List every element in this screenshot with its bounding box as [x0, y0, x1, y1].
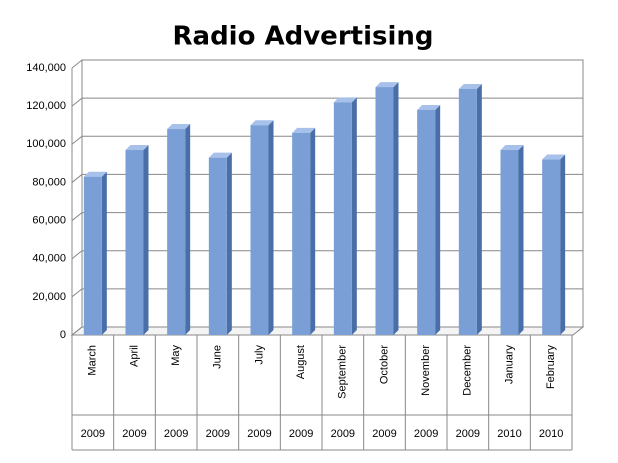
grid-line [71, 288, 583, 298]
y-tick-label: 20,000 [32, 291, 66, 303]
x-tick-label: September [337, 345, 349, 399]
x-tick-label: December [462, 345, 474, 396]
bar-top [83, 171, 107, 177]
y-tick-label: 100,000 [26, 138, 66, 150]
x-tick-label: January [503, 345, 515, 385]
x-group-label: 2009 [372, 428, 396, 440]
x-tick-label: August [295, 345, 307, 379]
bar-side [435, 104, 441, 335]
bar-side [351, 97, 357, 335]
bar [458, 88, 477, 335]
x-group-label: 2010 [539, 428, 563, 440]
bar-side [268, 120, 274, 335]
bar-top [542, 154, 566, 160]
bar-top [375, 82, 399, 88]
bar [500, 150, 519, 335]
x-group-label: 2009 [206, 428, 230, 440]
bar-top [333, 97, 357, 103]
bar-top [292, 127, 316, 133]
x-group-label: 2009 [81, 428, 105, 440]
grid-line [71, 135, 583, 145]
grid-line [71, 173, 583, 183]
bar-side [101, 171, 107, 335]
x-tick-label: May [170, 345, 182, 366]
bar-side [185, 124, 191, 336]
bar [375, 87, 394, 335]
x-tick-label: November [420, 345, 432, 396]
chart-title: Radio Advertising [173, 22, 434, 52]
y-tick-label: 60,000 [32, 214, 66, 226]
bar-side [310, 127, 316, 335]
bar [125, 150, 144, 335]
bar-top [167, 124, 191, 130]
y-tick-label: 120,000 [26, 100, 66, 112]
bar-top [500, 145, 524, 151]
bar [208, 157, 227, 335]
bar-side [518, 145, 524, 335]
bar-top [125, 145, 149, 151]
bar-side [476, 83, 482, 335]
bar-top [458, 83, 482, 89]
x-group-label: 2009 [289, 428, 313, 440]
grid-line [71, 212, 583, 221]
bar [333, 102, 352, 335]
bar-top [417, 104, 441, 110]
x-group-label: 2009 [164, 428, 188, 440]
x-group-label: 2009 [247, 428, 271, 440]
x-tick-label: February [545, 345, 557, 390]
bar-side [226, 152, 232, 335]
bar-top [208, 152, 232, 158]
x-tick-label: July [253, 345, 265, 365]
x-group-label: 2009 [122, 428, 146, 440]
x-tick-label: June [212, 345, 224, 369]
grid-line [71, 59, 583, 69]
x-group-label: 2010 [497, 428, 521, 440]
bar-top [250, 120, 274, 126]
x-tick-label: April [128, 345, 140, 367]
grid-line [71, 97, 583, 107]
bar [83, 176, 102, 335]
bar [417, 109, 436, 335]
bar [167, 129, 186, 335]
y-tick-label: 140,000 [26, 62, 66, 74]
x-tick-label: October [378, 345, 390, 384]
x-group-label: 2009 [331, 428, 355, 440]
bar-side [393, 82, 399, 335]
bar [542, 159, 561, 335]
y-tick-label: 0 [60, 329, 66, 341]
bar [292, 132, 311, 335]
x-group-label: 2009 [414, 428, 438, 440]
bar-side [560, 154, 566, 335]
grid-line [71, 250, 583, 260]
bar-side [143, 145, 149, 335]
x-tick-label: March [87, 345, 99, 376]
grid-line [71, 326, 583, 336]
y-tick-label: 80,000 [32, 176, 66, 188]
bar [250, 125, 269, 335]
x-group-label: 2009 [456, 428, 480, 440]
y-tick-label: 40,000 [32, 253, 66, 265]
